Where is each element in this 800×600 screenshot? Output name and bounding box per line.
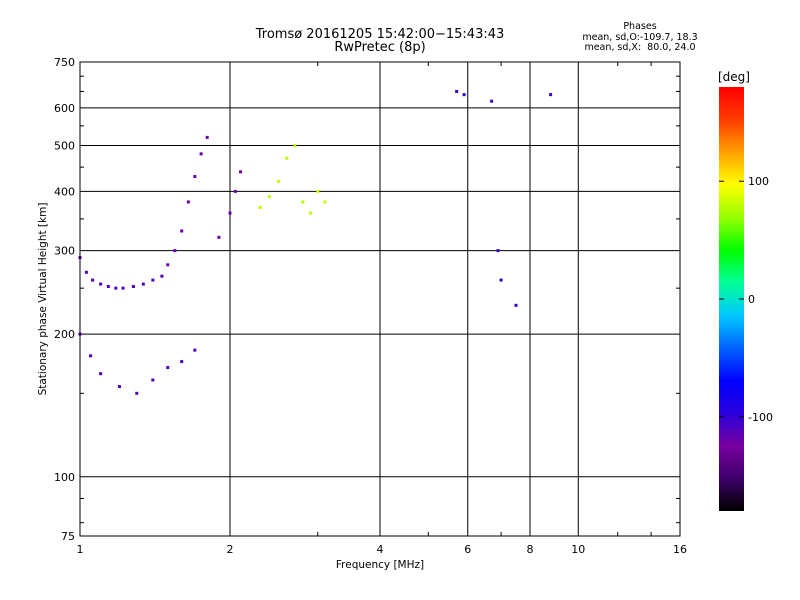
data-point <box>151 378 155 382</box>
data-point <box>193 348 197 352</box>
plot-border <box>79 61 681 537</box>
data-point <box>99 372 103 376</box>
data-point <box>301 200 305 204</box>
colorbar-ticks: 100 0 -100 <box>719 175 773 424</box>
data-point <box>141 282 145 286</box>
data-point <box>490 99 494 103</box>
data-point <box>131 285 135 289</box>
y-tick-label: 200 <box>54 328 75 341</box>
x-tick-label: 4 <box>377 543 384 556</box>
stats-title: Phases <box>623 21 657 32</box>
x-tick-label: 16 <box>673 543 687 556</box>
data-point <box>166 366 170 370</box>
stats-o-mode: mean, sd,O:-109.7, 18.3 <box>582 32 698 43</box>
data-point <box>84 270 88 274</box>
axis-ticks: 1 2 4 6 8 10 16 75 100 200 300 400 500 600 750 <box>54 56 687 556</box>
data-point <box>316 189 320 193</box>
y-tick-label: 400 <box>54 185 75 198</box>
x-tick-label: 2 <box>227 543 234 556</box>
data-point <box>180 229 184 233</box>
data-point <box>166 263 170 267</box>
data-point <box>186 200 190 204</box>
x-tick-label: 8 <box>527 543 534 556</box>
x-axis-label: Frequency [MHz] <box>336 559 424 571</box>
chart-subtitle: RwPretec (8p) <box>334 40 426 55</box>
data-point <box>160 274 164 278</box>
data-point <box>267 195 271 199</box>
stats-x-mode: mean, sd,X: 80.0, 24.0 <box>584 42 696 53</box>
x-tick-label: 6 <box>464 543 471 556</box>
y-tick-label: 100 <box>54 471 75 484</box>
data-point <box>199 152 203 156</box>
y-axis-label: Stationary phase Virtual Height [km] <box>37 203 49 396</box>
colorbar-label: [deg] <box>718 70 750 84</box>
data-point <box>455 89 459 93</box>
plot-frame <box>79 61 681 537</box>
data-point <box>193 175 197 179</box>
data-point <box>91 278 95 282</box>
x-tick-label: 1 <box>77 543 84 556</box>
data-point <box>258 205 262 209</box>
y-tick-label: 75 <box>61 530 75 543</box>
data-point <box>323 200 327 204</box>
data-point <box>151 278 155 282</box>
data-point <box>205 135 209 139</box>
y-tick-label: 600 <box>54 102 75 115</box>
colorbar-tick-label: -100 <box>748 411 773 424</box>
colorbar-tick-label: 100 <box>748 175 769 188</box>
data-point <box>549 93 553 97</box>
data-point <box>293 143 297 147</box>
data-points <box>78 89 553 395</box>
data-point <box>114 286 118 290</box>
data-point <box>496 249 500 253</box>
data-point <box>462 93 466 97</box>
data-point <box>117 385 121 389</box>
grid-lines <box>80 62 680 536</box>
data-point <box>285 156 289 160</box>
data-point <box>228 211 232 215</box>
data-point <box>217 235 221 239</box>
y-tick-label: 500 <box>54 139 75 152</box>
data-point <box>99 282 103 286</box>
data-point <box>106 285 110 289</box>
y-tick-label: 300 <box>54 245 75 258</box>
data-point <box>121 286 125 290</box>
data-point <box>514 303 518 307</box>
data-point <box>180 360 184 364</box>
chart-title: Tromsø 20161205 15:42:00−15:43:43 <box>255 27 505 42</box>
data-point <box>308 211 312 215</box>
colorbar-tick-label: 0 <box>748 293 755 306</box>
data-point <box>233 189 237 193</box>
data-point <box>89 354 93 358</box>
data-point <box>239 170 243 174</box>
data-point <box>499 278 503 282</box>
x-tick-label: 10 <box>571 543 585 556</box>
data-point <box>276 179 280 183</box>
data-point <box>173 249 177 253</box>
data-point <box>135 391 139 395</box>
y-tick-label: 750 <box>54 56 75 69</box>
